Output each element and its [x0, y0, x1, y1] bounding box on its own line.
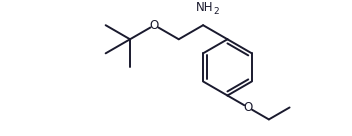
Text: NH: NH — [196, 1, 213, 14]
Text: 2: 2 — [213, 7, 219, 16]
Text: O: O — [150, 19, 159, 32]
Text: O: O — [244, 101, 253, 114]
